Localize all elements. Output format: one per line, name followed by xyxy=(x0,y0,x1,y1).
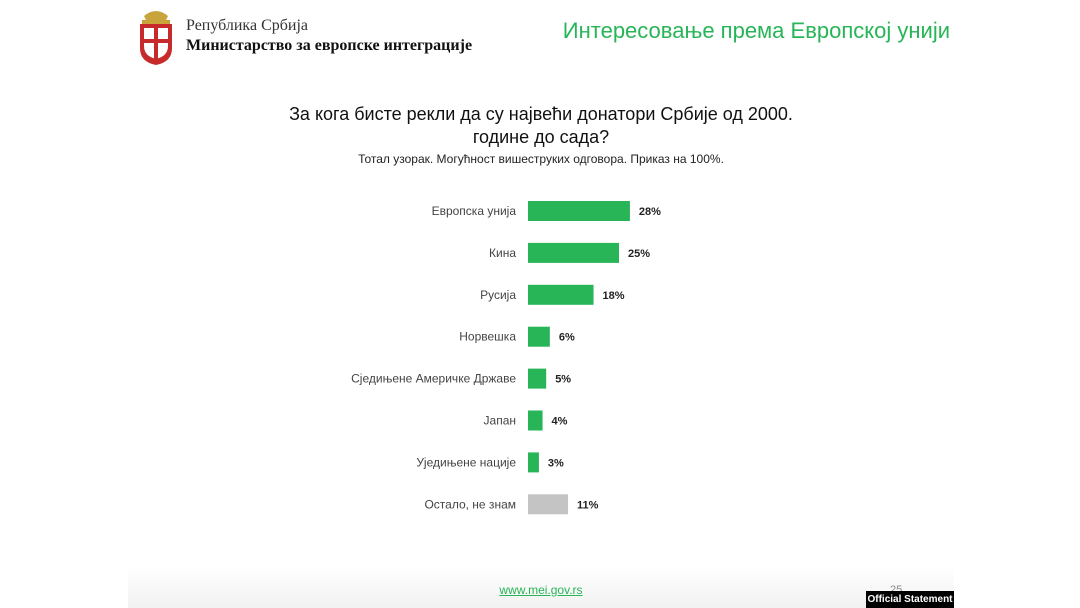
chart-title-line2: године до сада? xyxy=(472,127,610,147)
bar-chart: Европска унија 28% Кина 25% Русија 18% Норвешк… xyxy=(351,201,661,515)
category-label: Норвешка xyxy=(459,330,516,344)
ministry-name: Министарство за европске интеграције xyxy=(186,37,473,54)
republic-name: Република Србија xyxy=(186,17,308,34)
official-statement-badge: Official Statement xyxy=(866,591,954,608)
value-label: 4% xyxy=(552,416,568,428)
category-label: Сједињене Америчке Државе xyxy=(351,372,516,386)
category-label: Кина xyxy=(489,246,516,260)
chart-title: За кога бисте рекли да су највећи донато… xyxy=(128,103,954,149)
bar xyxy=(528,410,543,431)
bar xyxy=(528,368,547,389)
value-label: 28% xyxy=(639,206,661,218)
category-label: Остало, не знам xyxy=(424,497,516,511)
chart-subtitle: Тотал узорак. Могућност вишеструких одго… xyxy=(358,152,724,166)
right-margin xyxy=(954,0,1080,608)
bar xyxy=(528,452,539,473)
value-label: 11% xyxy=(577,499,599,511)
footer-url-link[interactable]: www.mei.gov.rs xyxy=(499,583,583,597)
value-label: 18% xyxy=(603,290,625,302)
footer-band xyxy=(128,568,954,608)
bar xyxy=(528,242,619,263)
bar xyxy=(528,494,569,515)
slide-header-title: Интересовање према Европској унији xyxy=(562,18,950,43)
category-label: Европска унија xyxy=(432,204,517,218)
slide: Република Србија Министарство за европск… xyxy=(128,0,954,608)
value-label: 25% xyxy=(628,248,650,260)
bar xyxy=(528,201,630,221)
value-label: 3% xyxy=(548,457,564,469)
bar xyxy=(528,284,594,305)
left-margin xyxy=(0,0,128,608)
serbia-coat-of-arms-icon xyxy=(140,11,172,65)
category-label: Уједињене нације xyxy=(416,455,516,469)
bar xyxy=(528,326,550,347)
value-label: 5% xyxy=(555,374,571,386)
category-label: Јапан xyxy=(484,414,516,428)
value-label: 6% xyxy=(559,332,575,344)
chart-title-line1: За кога бисте рекли да су највећи донато… xyxy=(289,104,793,124)
category-label: Русија xyxy=(480,288,516,302)
